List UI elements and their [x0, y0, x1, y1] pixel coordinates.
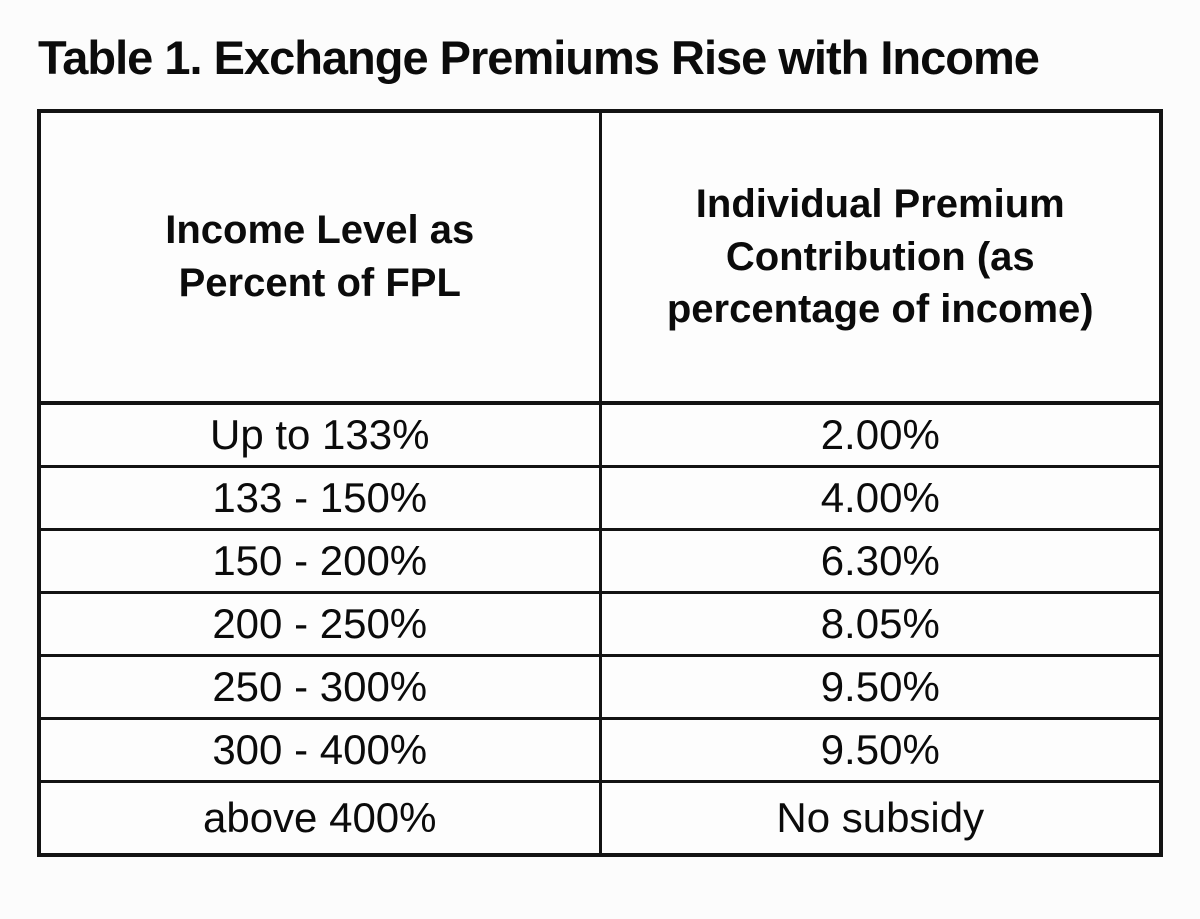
table-caption: Table 1. Exchange Premiums Rise with Inc… [38, 31, 1040, 84]
exchange-premiums-table: Income Level as Percent of FPL Individua… [37, 109, 1163, 857]
table-row: above 400% No subsidy [37, 780, 1163, 857]
premium-cell: 4.00% [598, 465, 1163, 531]
table-row: 300 - 400% 9.50% [37, 717, 1163, 783]
table-header: Income Level as Percent of FPL Individua… [37, 109, 1163, 405]
premium-cell: 2.00% [598, 401, 1163, 468]
income-range-cell: Up to 133% [37, 401, 602, 468]
table-row: 200 - 250% 8.05% [37, 591, 1163, 657]
premium-cell: 6.30% [598, 528, 1163, 594]
header-line: Individual Premium [695, 181, 1065, 226]
header-row: Income Level as Percent of FPL Individua… [37, 109, 1163, 405]
column-header-income-level: Income Level as Percent of FPL [37, 109, 602, 405]
income-range-cell: 133 - 150% [37, 465, 602, 531]
header-line: Percent of FPL [178, 261, 461, 305]
income-range-cell: 150 - 200% [37, 528, 602, 594]
table-row: 250 - 300% 9.50% [37, 654, 1163, 720]
table-row: 150 - 200% 6.30% [37, 528, 1163, 594]
income-range-cell: 300 - 400% [37, 717, 602, 783]
table-row: Up to 133% 2.00% [37, 401, 1163, 468]
premium-cell: No subsidy [598, 780, 1163, 857]
income-range-cell: above 400% [37, 780, 602, 857]
premium-cell: 9.50% [598, 717, 1163, 783]
header-line: percentage of income) [666, 287, 1094, 332]
table-row: 133 - 150% 4.00% [37, 465, 1163, 531]
table-body: Up to 133% 2.00% 133 - 150% 4.00% 150 - … [37, 401, 1163, 857]
column-header-premium-contribution: Individual Premium Contribution (as perc… [598, 109, 1163, 405]
header-line: Income Level as [165, 208, 475, 253]
income-range-cell: 250 - 300% [37, 654, 602, 720]
premium-cell: 8.05% [598, 591, 1163, 657]
header-line: Contribution (as [725, 234, 1035, 279]
income-range-cell: 200 - 250% [37, 591, 602, 657]
premium-cell: 9.50% [598, 654, 1163, 720]
